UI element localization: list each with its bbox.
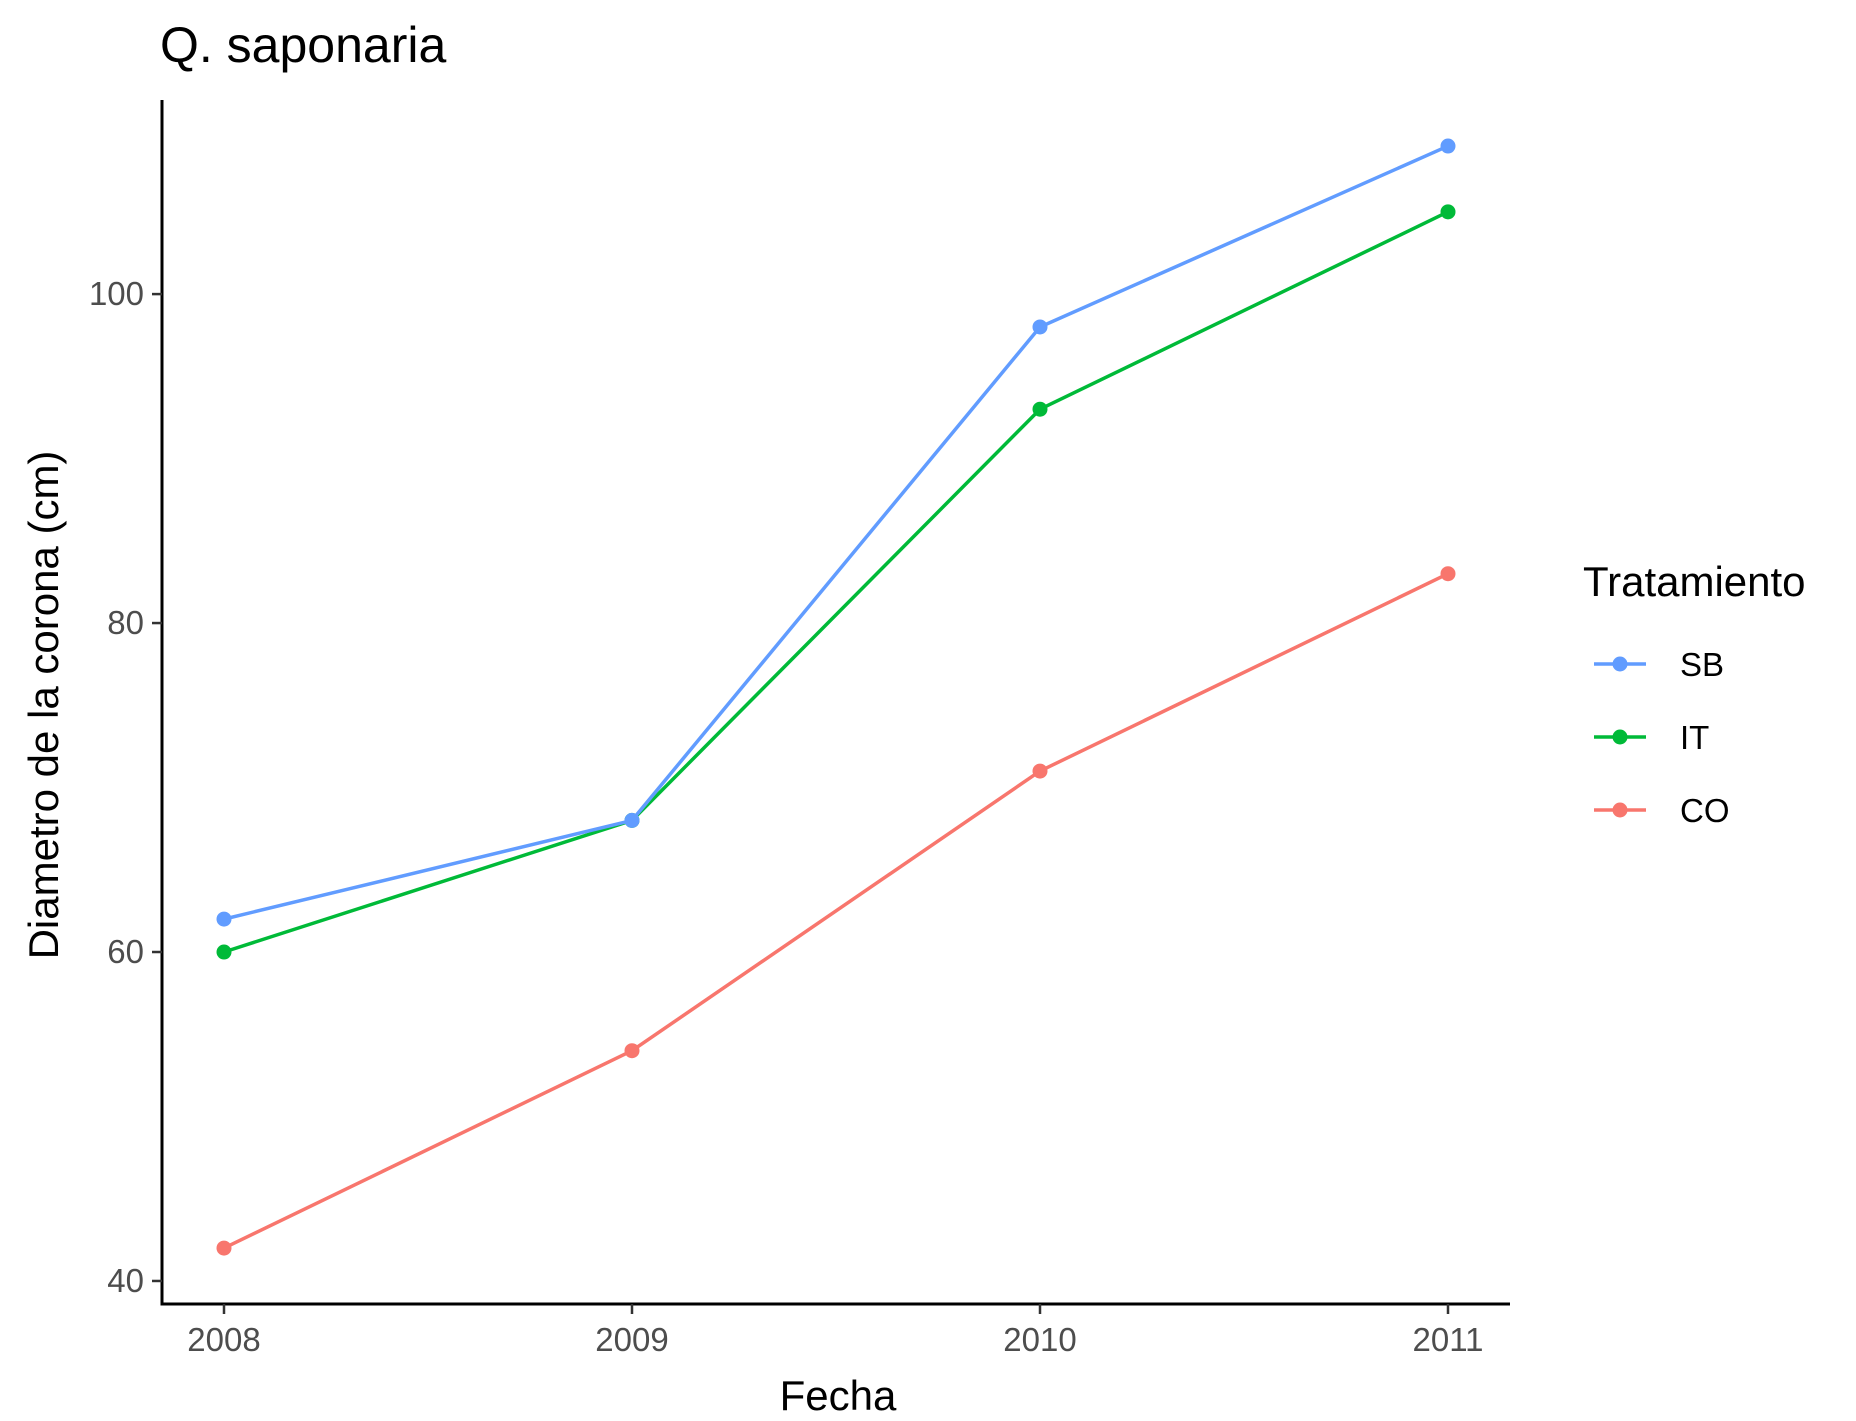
data-point-co [1440, 566, 1456, 582]
plot-area: 40 60 80 100 2008 2009 2010 2011 [89, 100, 1510, 1358]
data-point-co [1032, 763, 1048, 779]
legend-items: SB IT CO [1594, 646, 1730, 829]
x-tick-label: 2008 [187, 1321, 260, 1358]
data-point-co [624, 1043, 640, 1059]
data-point-it [1032, 401, 1048, 417]
x-tick-label: 2009 [595, 1321, 668, 1358]
y-tick-label: 80 [107, 604, 144, 641]
legend: Tratamiento SB IT CO [1583, 558, 1806, 829]
data-point-it [216, 944, 232, 960]
legend-item-co: CO [1594, 792, 1730, 829]
y-tick-label: 40 [107, 1262, 144, 1299]
data-point-co [216, 1240, 232, 1256]
data-point-sb [1032, 319, 1048, 335]
legend-key-point [1612, 802, 1628, 818]
y-axis-title: Diametro de la corona (cm) [20, 451, 67, 960]
series-layer [216, 138, 1456, 1256]
data-point-sb [216, 911, 232, 927]
legend-item-it: IT [1594, 719, 1709, 756]
series-line-it [223, 210, 1449, 954]
series-co [216, 566, 1456, 1256]
x-axis-ticks: 2008 2009 2010 2011 [187, 1304, 1483, 1358]
y-tick-label: 60 [107, 933, 144, 970]
series-it [216, 204, 1456, 960]
legend-label: CO [1680, 792, 1730, 829]
series-line-co [223, 572, 1449, 1250]
series-line-sb [223, 144, 1449, 921]
legend-key-point [1612, 656, 1628, 672]
y-axis-ticks: 40 60 80 100 [89, 275, 162, 1299]
legend-item-sb: SB [1594, 646, 1724, 683]
legend-label: IT [1680, 719, 1709, 756]
legend-title: Tratamiento [1583, 558, 1806, 605]
data-point-sb [624, 812, 640, 828]
data-point-it [1440, 204, 1456, 220]
legend-key-point [1612, 729, 1628, 745]
x-tick-label: 2011 [1413, 1321, 1484, 1358]
chart-title: Q. saponaria [160, 17, 446, 73]
y-tick-label: 100 [89, 275, 144, 312]
series-sb [216, 138, 1456, 927]
x-tick-label: 2010 [1003, 1321, 1076, 1358]
legend-label: SB [1680, 646, 1724, 683]
data-point-sb [1440, 138, 1456, 154]
x-axis-title: Fecha [780, 1372, 897, 1419]
